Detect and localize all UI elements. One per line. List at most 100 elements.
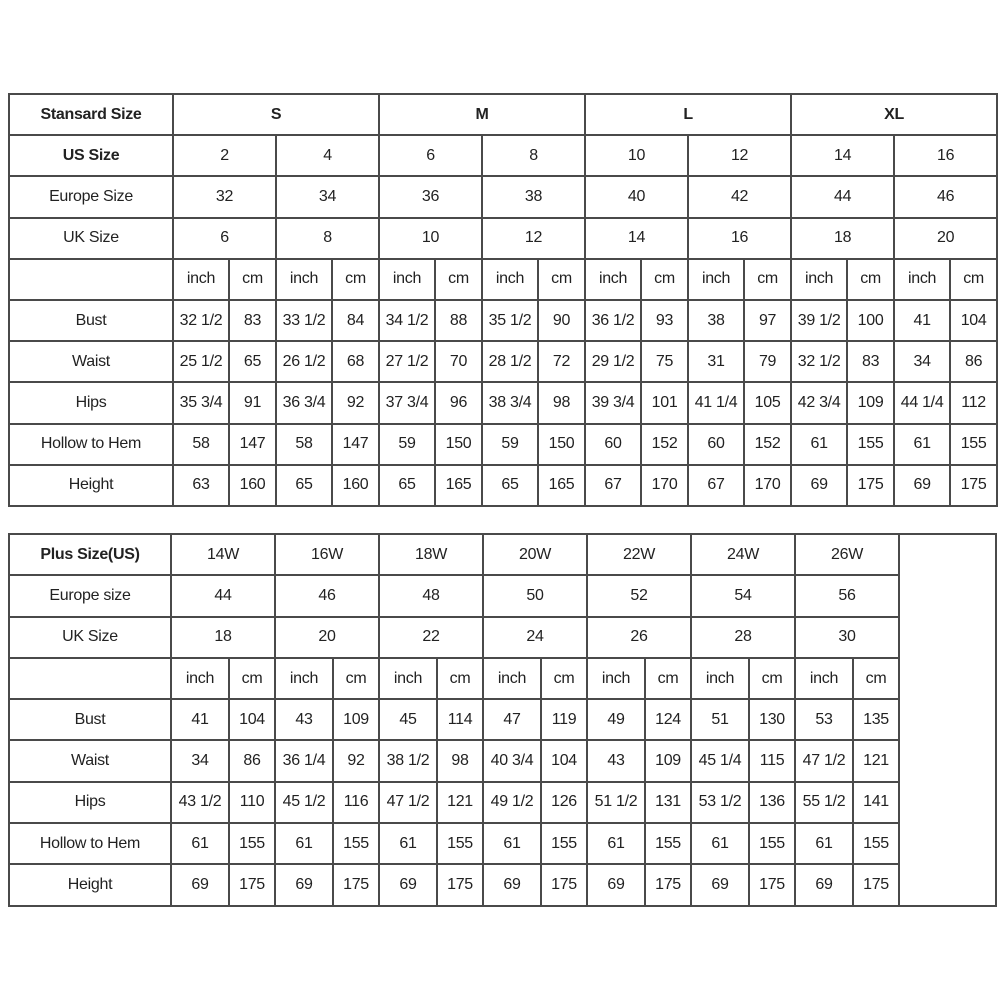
measurement-value: 98 [436, 739, 484, 783]
size-value: 6 [172, 216, 277, 260]
measurement-value: 155 [228, 822, 276, 866]
size-header: M [377, 92, 587, 137]
measurement-value: 41 [170, 698, 230, 742]
measurement-value: 69 [790, 463, 849, 507]
measurement-value: 53 1/2 [690, 780, 750, 825]
measurement-row: Bust 41 104 43 109 45 114 47 119 49 124 51 130 53 135 [8, 698, 900, 742]
measurement-value: 61 [893, 422, 952, 466]
measurement-value: 109 [332, 698, 380, 742]
unit-inch: inch [378, 257, 436, 301]
measurement-value: 155 [332, 822, 380, 866]
measurement-row: Waist 34 86 36 1/4 92 38 1/2 98 40 3/4 104 43 109 4… [8, 739, 900, 783]
measurement-value: 69 [794, 863, 854, 907]
size-value: 22 [378, 615, 484, 659]
row-label: Hips [8, 381, 174, 425]
measurement-value: 59 [378, 422, 436, 466]
size-header: 22W [586, 532, 692, 577]
measurement-value: 155 [540, 822, 588, 866]
row-label: UK Size [8, 615, 172, 659]
empty-cell [8, 656, 172, 701]
size-value: 18 [170, 615, 276, 659]
size-value: 52 [586, 574, 692, 618]
measurement-value: 37 3/4 [378, 381, 436, 425]
size-value: 16 [687, 216, 793, 260]
measurement-value: 68 [331, 340, 380, 384]
measurement-value: 170 [640, 463, 690, 507]
measurement-value: 69 [893, 463, 952, 507]
measurement-value: 175 [949, 463, 999, 507]
plus-size-table-frame: Plus Size(US) 14W 16W 18W 20W 22W 24W 26W Europe… [8, 532, 997, 907]
row-label: Hips [8, 780, 172, 825]
measurement-row: Hips 35 3/4 91 36 3/4 92 37 3/4 96 38 3/4 98 39 3… [8, 381, 999, 425]
unit-inch: inch [172, 257, 230, 301]
size-value: 20 [274, 615, 380, 659]
size-value: 20 [893, 216, 999, 260]
size-header: 24W [690, 532, 796, 577]
measurement-value: 34 1/2 [378, 298, 436, 343]
measurement-value: 152 [743, 422, 793, 466]
measurement-row: Height 69 175 69 175 69 175 69 175 69 175 69 175 69 17… [8, 863, 900, 907]
unit-cm: cm [846, 257, 896, 301]
measurement-value: 44 1/4 [893, 381, 952, 425]
size-header: 20W [482, 532, 588, 577]
measurement-value: 70 [434, 340, 483, 384]
size-value: 54 [690, 574, 796, 618]
measurement-value: 165 [536, 463, 587, 507]
measurement-value: 121 [852, 739, 900, 783]
size-value: 44 [790, 175, 896, 219]
measurement-value: 67 [687, 463, 746, 507]
measurement-value: 40 3/4 [482, 739, 542, 783]
unit-inch: inch [687, 257, 746, 301]
size-value: 2 [172, 134, 277, 178]
unit-inch: inch [690, 656, 750, 701]
measurement-value: 35 3/4 [172, 381, 230, 425]
size-header: 14W [170, 532, 276, 577]
measurement-value: 136 [748, 780, 796, 825]
size-row: UK Size 6 8 10 12 14 16 18 20 [8, 216, 999, 260]
measurement-value: 72 [536, 340, 587, 384]
size-value: 8 [275, 216, 380, 260]
size-value: 4 [275, 134, 380, 178]
measurement-value: 135 [852, 698, 900, 742]
row-label: Height [8, 463, 174, 507]
unit-cm: cm [332, 656, 380, 701]
row-label: Hollow to Hem [8, 422, 174, 466]
unit-inch: inch [170, 656, 230, 701]
measurement-value: 43 [274, 698, 334, 742]
measurement-value: 96 [434, 381, 483, 425]
measurement-value: 60 [584, 422, 643, 466]
measurement-value: 61 [586, 822, 646, 866]
header-label: Plus Size(US) [8, 532, 172, 577]
measurement-value: 147 [331, 422, 380, 466]
unit-inch: inch [893, 257, 952, 301]
measurement-value: 104 [540, 739, 588, 783]
plus-size-table: Plus Size(US) 14W 16W 18W 20W 22W 24W 26W Europe… [8, 532, 900, 907]
unit-cm: cm [644, 656, 692, 701]
measurement-value: 60 [687, 422, 746, 466]
size-header: L [584, 92, 793, 137]
unit-inch: inch [794, 656, 854, 701]
measurement-value: 38 1/2 [378, 739, 438, 783]
measurement-value: 63 [172, 463, 230, 507]
size-row: UK Size 18 20 22 24 26 28 30 [8, 615, 900, 659]
measurement-value: 51 1/2 [586, 780, 646, 825]
measurement-value: 32 1/2 [172, 298, 230, 343]
unit-cm: cm [743, 257, 793, 301]
measurement-value: 65 [378, 463, 436, 507]
measurement-value: 100 [846, 298, 896, 343]
measurement-value: 109 [846, 381, 896, 425]
size-value: 28 [690, 615, 796, 659]
measurement-value: 69 [690, 863, 750, 907]
measurement-value: 41 [893, 298, 952, 343]
size-header: S [172, 92, 380, 137]
unit-inch: inch [378, 656, 438, 701]
measurement-value: 112 [949, 381, 999, 425]
row-label: UK Size [8, 216, 174, 260]
measurement-value: 65 [275, 463, 333, 507]
measurement-value: 91 [228, 381, 277, 425]
measurement-value: 47 1/2 [378, 780, 438, 825]
measurement-value: 104 [228, 698, 276, 742]
measurement-value: 119 [540, 698, 588, 742]
unit-inch: inch [275, 257, 333, 301]
measurement-value: 90 [536, 298, 587, 343]
